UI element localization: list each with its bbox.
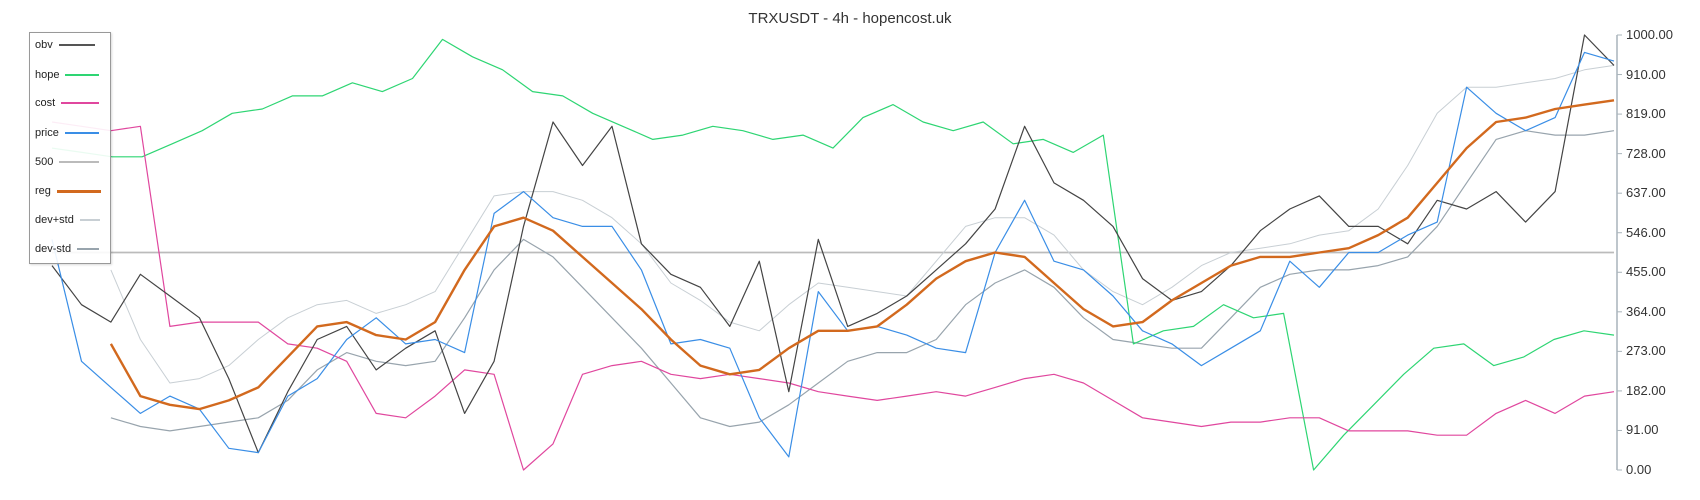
legend-swatch-price [64,132,99,134]
series-line-price [51,51,1615,458]
legend-item-obv[interactable]: obv [35,39,95,51]
series-line-cost [51,121,1615,471]
y-tick-label: 364.00 [1626,303,1666,319]
legend-item-reg[interactable]: reg [35,185,101,197]
legend-label: 500 [35,156,54,168]
y-axis [1616,34,1622,471]
chart-title: TRXUSDT - 4h - hopencost.uk [748,10,952,27]
y-tick-label: 819.00 [1626,106,1666,122]
legend-label: cost [35,97,56,109]
legend-swatch-dev-plus-std [79,219,100,221]
legend-item-price[interactable]: price [35,127,99,139]
legend-item-hope[interactable]: hope [35,69,100,81]
legend: obv hope cost price 500 reg dev+std dev-… [29,32,111,264]
legend-label: hope [35,69,60,81]
legend-swatch-reg [56,189,101,193]
legend-item-cost[interactable]: cost [35,97,100,109]
legend-item-dev-minus-std[interactable]: dev-std [35,243,100,255]
y-tick-label: 0.00 [1626,462,1652,477]
series-line-reg [109,99,1615,411]
series-line-obv [51,34,1615,454]
y-tick-label: 546.00 [1626,224,1666,240]
y-tick-label: 637.00 [1626,185,1666,201]
legend-swatch-dev-minus-std [77,248,100,250]
legend-label: price [35,127,59,139]
y-tick-label: 182.00 [1626,382,1666,398]
series-layer [51,34,1615,471]
y-tick-label: 455.00 [1626,264,1666,280]
y-tick-label: 91.00 [1626,422,1659,438]
legend-label: dev+std [35,214,74,226]
legend-label: obv [35,39,53,51]
y-tick-label: 1000.00 [1626,27,1673,42]
legend-label: dev-std [35,243,72,255]
y-tick-label: 728.00 [1626,145,1666,161]
series-line-hope [51,38,1615,471]
series-line-dev-std [110,130,1615,432]
y-tick-label: 910.00 [1626,66,1666,82]
legend-item-500[interactable]: 500 [35,156,100,168]
legend-swatch-obv [58,44,95,46]
legend-swatch-cost [61,102,100,104]
legend-swatch-hope [65,74,100,76]
legend-item-dev-plus-std[interactable]: dev+std [35,214,100,226]
legend-label: reg [35,185,51,197]
y-tick-label: 273.00 [1626,343,1666,359]
legend-swatch-500 [59,161,100,163]
series-line-dev-plus-std [110,64,1615,384]
